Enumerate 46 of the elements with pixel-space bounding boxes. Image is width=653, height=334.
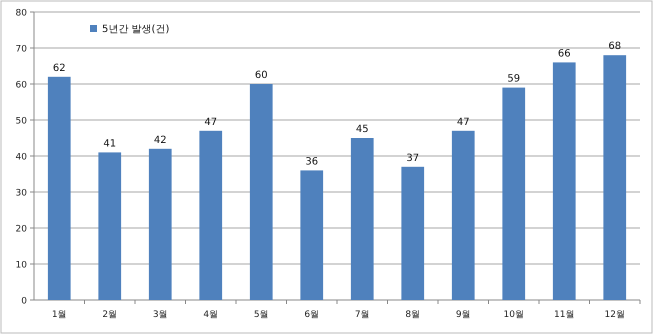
x-tick-label: 2월 [102, 310, 118, 320]
data-label: 47 [204, 116, 218, 128]
bar [350, 138, 374, 300]
bar [48, 76, 71, 300]
bar [552, 62, 576, 300]
x-tick-label: 10월 [504, 310, 524, 320]
x-tick-label: 12월 [604, 310, 625, 320]
y-tick-label: 0 [21, 296, 28, 306]
x-tick-label: 5월 [254, 310, 269, 320]
bar [300, 170, 324, 300]
y-tick-label: 60 [16, 80, 28, 90]
x-tick-label: 7월 [354, 310, 370, 320]
bar [98, 152, 122, 300]
y-tick-label: 80 [16, 8, 28, 18]
data-label: 41 [103, 138, 116, 150]
data-label: 60 [254, 70, 268, 81]
y-tick-label: 70 [16, 44, 28, 54]
data-label: 36 [305, 156, 318, 168]
y-tick-label: 10 [16, 260, 28, 270]
x-tick-label: 4월 [203, 310, 218, 320]
y-tick-label: 50 [16, 116, 28, 126]
bar [148, 148, 172, 300]
y-tick-label: 20 [16, 224, 28, 234]
x-tick-label: 8월 [405, 310, 420, 320]
y-tick-label: 40 [16, 152, 28, 162]
data-label: 68 [608, 41, 622, 52]
bar [199, 130, 222, 300]
x-tick-label: 11월 [554, 310, 574, 320]
x-tick-label: 6월 [304, 310, 320, 320]
x-tick-label: 1월 [52, 310, 67, 320]
data-label: 47 [456, 116, 470, 128]
x-tick-label: 9월 [456, 310, 471, 320]
bar [401, 166, 424, 300]
bar [603, 55, 626, 300]
data-label: 37 [406, 152, 420, 164]
legend-label: 5년간 발생(건) [102, 24, 170, 35]
data-label: 66 [558, 48, 571, 60]
data-label: 45 [356, 124, 369, 135]
bar [452, 130, 475, 300]
data-label: 62 [52, 62, 66, 74]
y-tick-label: 30 [16, 188, 28, 198]
bar [250, 84, 273, 300]
data-label: 59 [507, 74, 520, 85]
x-tick-label: 3월 [152, 310, 168, 320]
data-label: 42 [154, 134, 167, 146]
bar [502, 88, 526, 300]
